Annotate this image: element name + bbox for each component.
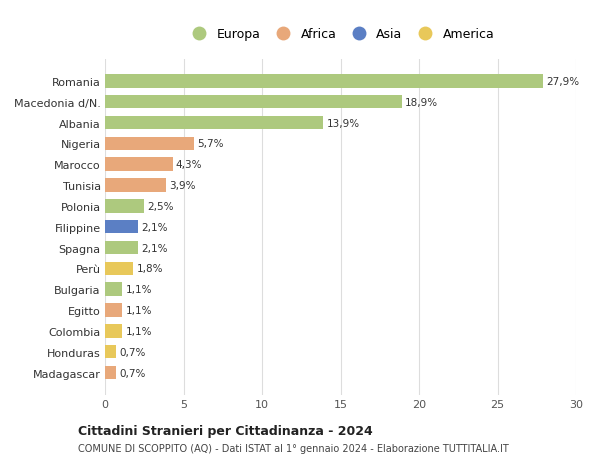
- Bar: [105, 95, 402, 109]
- Bar: [105, 345, 116, 359]
- Bar: [105, 137, 194, 151]
- Bar: [105, 262, 133, 275]
- Bar: [105, 241, 138, 255]
- Text: 2,1%: 2,1%: [141, 243, 167, 253]
- Text: 5,7%: 5,7%: [197, 139, 224, 149]
- Text: 18,9%: 18,9%: [405, 97, 438, 107]
- Bar: [105, 200, 144, 213]
- Text: 1,1%: 1,1%: [125, 305, 152, 315]
- Text: 2,5%: 2,5%: [148, 202, 174, 212]
- Text: 1,1%: 1,1%: [125, 326, 152, 336]
- Text: 3,9%: 3,9%: [169, 181, 196, 190]
- Bar: [105, 366, 116, 380]
- Text: 1,8%: 1,8%: [136, 264, 163, 274]
- Text: 2,1%: 2,1%: [141, 222, 167, 232]
- Text: 27,9%: 27,9%: [546, 77, 579, 87]
- Bar: [105, 325, 122, 338]
- Bar: [105, 283, 122, 297]
- Text: 13,9%: 13,9%: [326, 118, 359, 128]
- Text: 4,3%: 4,3%: [176, 160, 202, 170]
- Bar: [105, 75, 543, 89]
- Text: 0,7%: 0,7%: [119, 368, 146, 378]
- Text: Cittadini Stranieri per Cittadinanza - 2024: Cittadini Stranieri per Cittadinanza - 2…: [78, 424, 373, 437]
- Bar: [105, 158, 173, 172]
- Text: 1,1%: 1,1%: [125, 285, 152, 295]
- Bar: [105, 303, 122, 317]
- Text: COMUNE DI SCOPPITO (AQ) - Dati ISTAT al 1° gennaio 2024 - Elaborazione TUTTITALI: COMUNE DI SCOPPITO (AQ) - Dati ISTAT al …: [78, 443, 509, 453]
- Bar: [105, 117, 323, 130]
- Bar: [105, 179, 166, 192]
- Bar: [105, 220, 138, 234]
- Legend: Europa, Africa, Asia, America: Europa, Africa, Asia, America: [184, 26, 497, 44]
- Text: 0,7%: 0,7%: [119, 347, 146, 357]
